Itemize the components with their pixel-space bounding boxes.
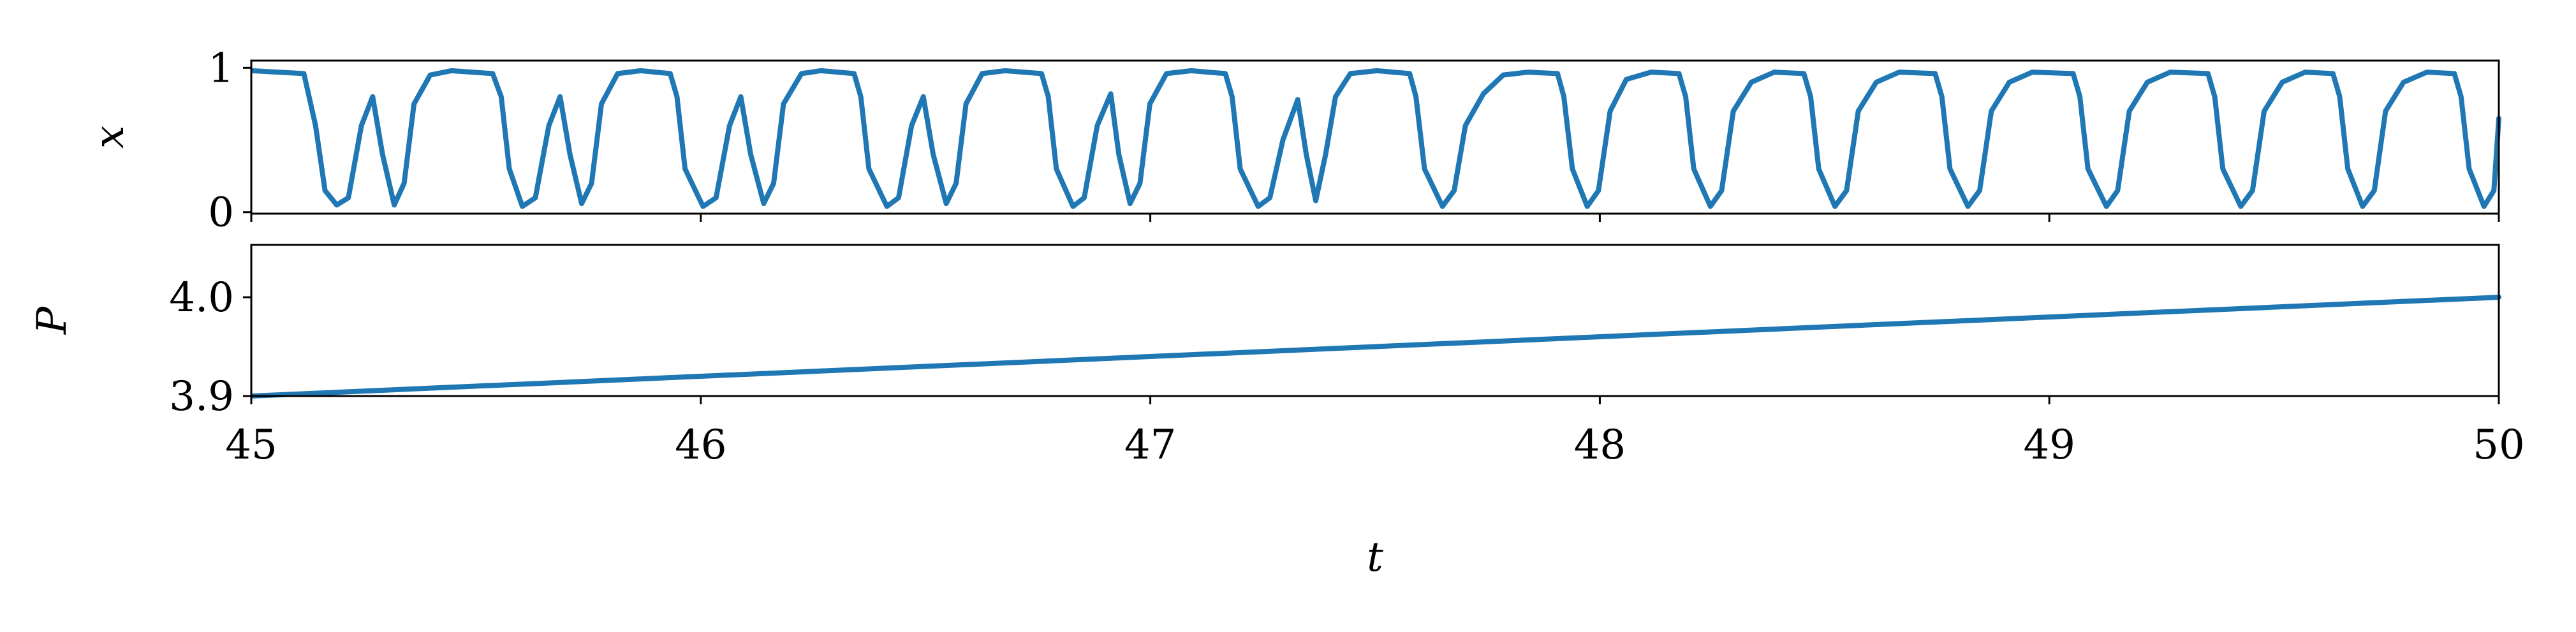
data-line [251, 68, 2501, 209]
data-line [251, 295, 2501, 399]
y-axis-label: P [29, 306, 76, 335]
x-tick-label: 46 [675, 422, 726, 469]
y-tick-label: 4.0 [169, 274, 234, 321]
y-tick-label: 1 [208, 45, 234, 92]
x-tick-label: 48 [1574, 422, 1626, 469]
y-tick-label: 3.9 [169, 373, 234, 420]
axes-frame [250, 244, 2500, 397]
x-tick-label: 45 [225, 422, 277, 469]
axes-frame [250, 59, 2500, 215]
x-axis-label: t [1367, 534, 1383, 581]
y-axis-label: x [86, 126, 133, 149]
x-tick-label: 50 [2473, 422, 2524, 469]
y-tick-label: 0 [208, 189, 234, 237]
x-tick-label: 49 [2023, 422, 2075, 469]
x-tick-label: 47 [1124, 422, 1176, 469]
